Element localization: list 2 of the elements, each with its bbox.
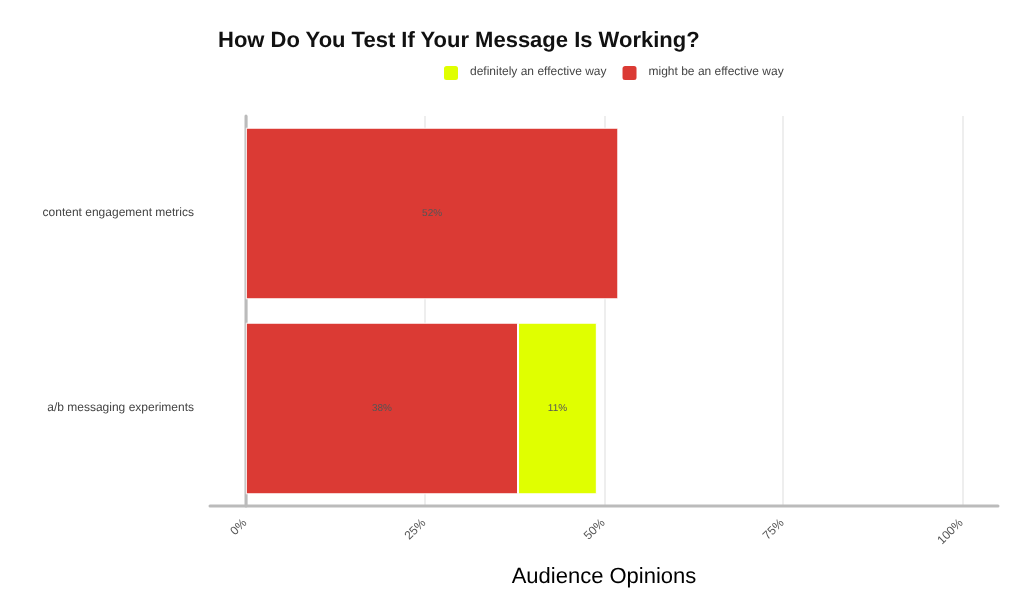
- x-axis-title: Audience Opinions: [511, 565, 698, 589]
- chart-title: How Do You Test If Your Message Is Working?: [218, 29, 701, 53]
